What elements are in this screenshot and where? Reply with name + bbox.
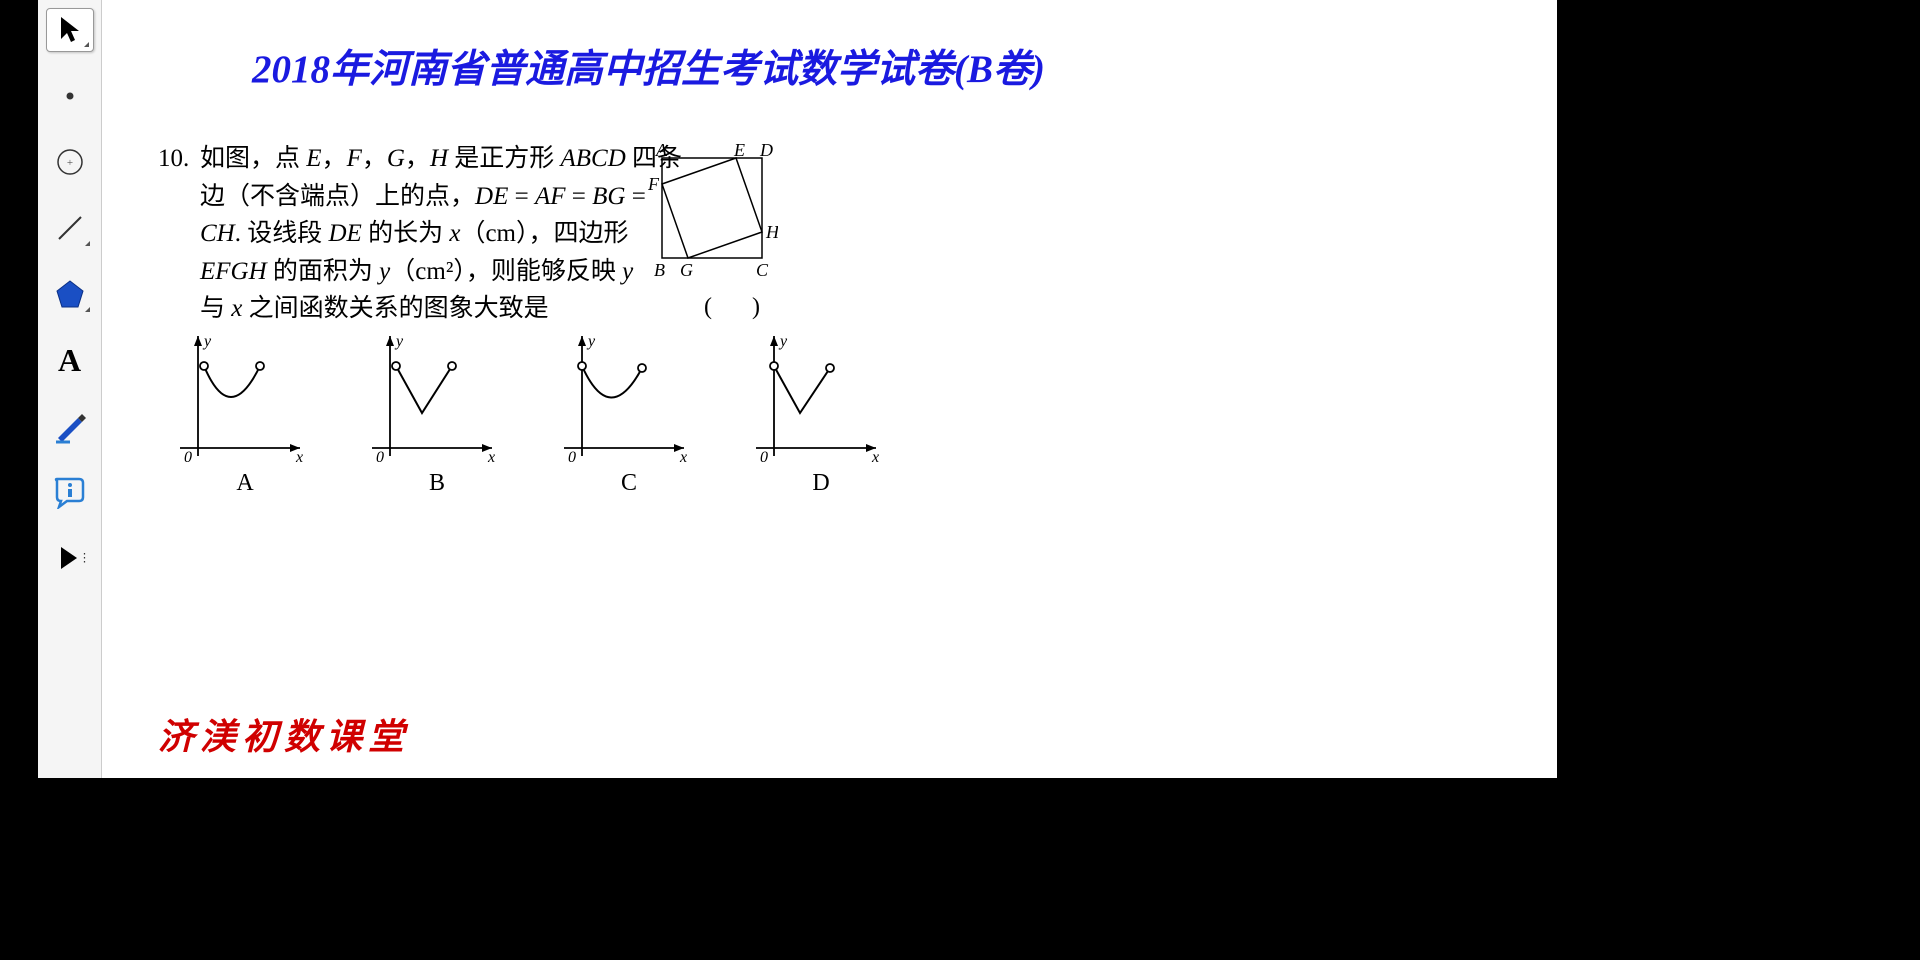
option-c: y x 0 C bbox=[554, 328, 704, 497]
tool-select[interactable] bbox=[46, 8, 94, 52]
tool-play[interactable]: ⋮ bbox=[46, 536, 94, 580]
option-b: y x 0 B bbox=[362, 328, 512, 497]
svg-text:0: 0 bbox=[760, 449, 768, 466]
tool-line[interactable] bbox=[46, 206, 94, 250]
tool-polygon[interactable] bbox=[46, 272, 94, 316]
option-label: C bbox=[621, 470, 637, 497]
canvas[interactable]: 2018年河南省普通高中招生考试数学试卷(B卷) 10. 如图，点 E，F，G，… bbox=[102, 0, 1557, 778]
svg-text:y: y bbox=[202, 333, 212, 350]
answer-options: y x 0 A y x 0 bbox=[170, 328, 896, 497]
footer-text: 济渼初数课堂 bbox=[158, 708, 410, 760]
svg-text:0: 0 bbox=[184, 449, 192, 466]
svg-text:E: E bbox=[733, 144, 745, 160]
problem-number: 10. bbox=[158, 140, 189, 178]
page-title: 2018年河南省普通高中招生考试数学试卷(B卷) bbox=[252, 38, 1045, 94]
option-label: A bbox=[236, 470, 253, 497]
svg-text:C: C bbox=[756, 260, 769, 280]
option-a: y x 0 A bbox=[170, 328, 320, 497]
svg-text:B: B bbox=[654, 260, 665, 280]
svg-text:0: 0 bbox=[376, 449, 384, 466]
svg-text:y: y bbox=[394, 333, 404, 350]
svg-text:0: 0 bbox=[568, 449, 576, 466]
svg-text:G: G bbox=[680, 260, 693, 280]
svg-text:x: x bbox=[295, 449, 303, 466]
tool-circle[interactable]: + bbox=[46, 140, 94, 184]
option-label: D bbox=[812, 470, 829, 497]
option-d: y x 0 D bbox=[746, 328, 896, 497]
tool-pen[interactable] bbox=[46, 404, 94, 448]
toolbar: + A ⋮ bbox=[38, 0, 102, 778]
option-label: B bbox=[429, 470, 445, 497]
svg-text:H: H bbox=[765, 222, 778, 242]
square-diagram: A E D F H B G C bbox=[648, 144, 768, 274]
svg-text:y: y bbox=[586, 333, 596, 350]
svg-text:D: D bbox=[759, 144, 773, 160]
geogebra-window: + A ⋮ 2018年河南省普通高中招生考试数学试卷(B卷) 10. 如 bbox=[38, 0, 1557, 778]
svg-text:x: x bbox=[871, 449, 879, 466]
tool-point[interactable] bbox=[46, 74, 94, 118]
svg-text:A: A bbox=[655, 144, 668, 160]
tool-text[interactable]: A bbox=[46, 338, 94, 382]
tool-info[interactable] bbox=[46, 470, 94, 514]
answer-blank: () bbox=[704, 294, 800, 321]
svg-text:F: F bbox=[648, 174, 660, 194]
svg-text:+: + bbox=[66, 157, 72, 169]
svg-text:x: x bbox=[679, 449, 687, 466]
svg-text:y: y bbox=[778, 333, 788, 350]
svg-text:x: x bbox=[487, 449, 495, 466]
